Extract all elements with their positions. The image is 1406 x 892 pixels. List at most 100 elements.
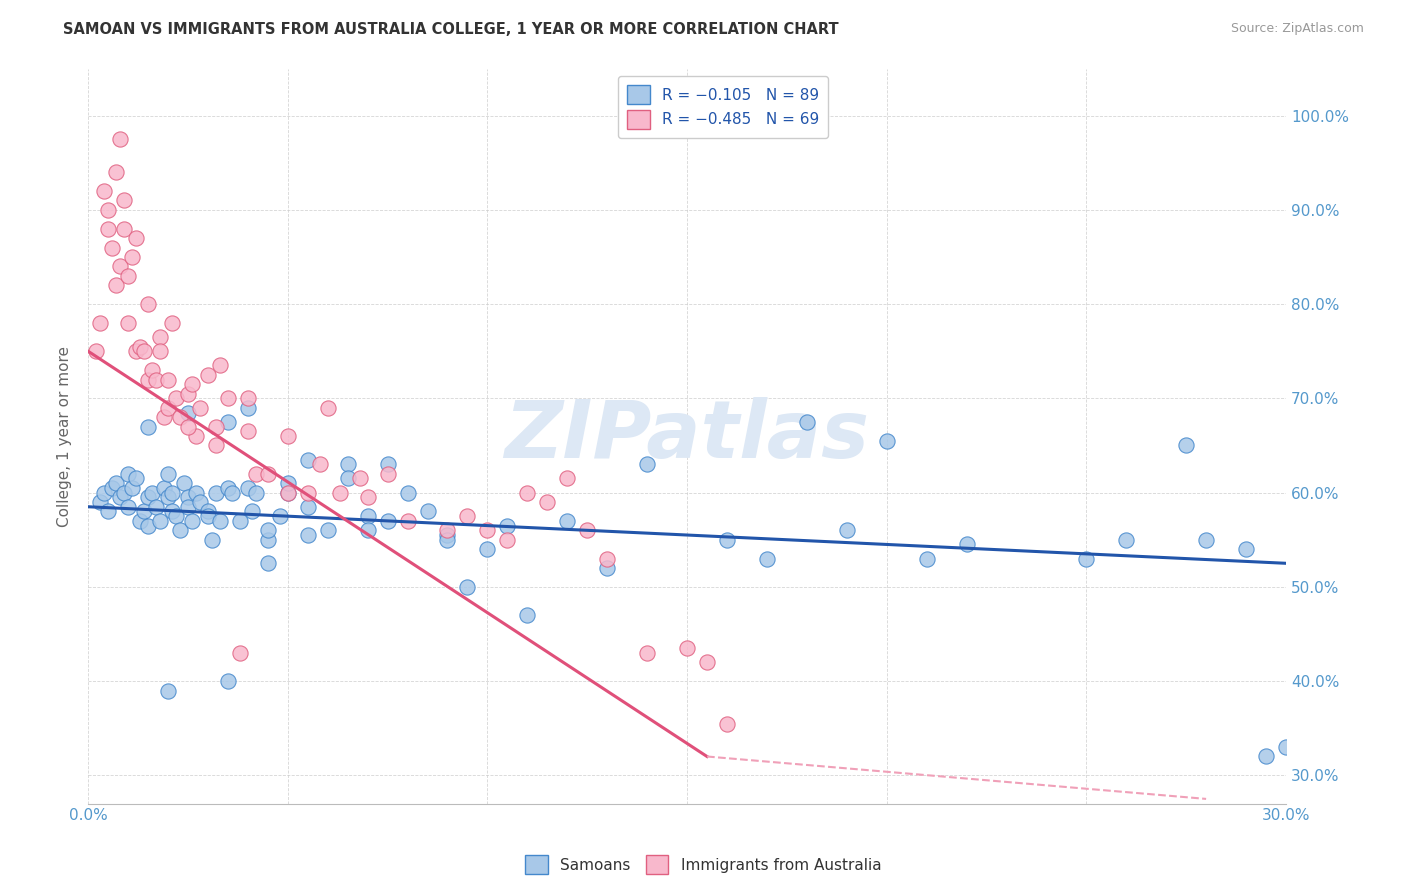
Point bbox=[105, 165, 128, 179]
Point bbox=[184, 485, 207, 500]
Point bbox=[716, 716, 738, 731]
Point bbox=[177, 386, 200, 401]
Point bbox=[177, 405, 200, 419]
Point bbox=[184, 429, 207, 443]
Point bbox=[755, 551, 778, 566]
Point bbox=[149, 344, 172, 359]
Point bbox=[208, 514, 231, 528]
Point bbox=[97, 221, 120, 235]
Point bbox=[555, 514, 578, 528]
Point bbox=[236, 425, 259, 439]
Point bbox=[596, 551, 619, 566]
Point bbox=[197, 509, 219, 524]
Point bbox=[377, 458, 399, 472]
Point bbox=[1115, 533, 1137, 547]
Legend: Samoans, Immigrants from Australia: Samoans, Immigrants from Australia bbox=[519, 849, 887, 880]
Point bbox=[153, 410, 176, 425]
Point bbox=[112, 194, 135, 208]
Point bbox=[835, 524, 858, 538]
Point bbox=[169, 410, 191, 425]
Point bbox=[217, 674, 239, 689]
Point bbox=[416, 504, 439, 518]
Point bbox=[101, 241, 124, 255]
Point bbox=[221, 485, 243, 500]
Point bbox=[188, 495, 211, 509]
Point bbox=[456, 580, 478, 594]
Point bbox=[496, 518, 519, 533]
Point bbox=[436, 524, 458, 538]
Point bbox=[316, 524, 339, 538]
Point bbox=[156, 491, 179, 505]
Point bbox=[188, 401, 211, 415]
Point bbox=[156, 683, 179, 698]
Point bbox=[955, 537, 977, 551]
Point bbox=[197, 504, 219, 518]
Point bbox=[177, 491, 200, 505]
Point bbox=[277, 429, 299, 443]
Point bbox=[396, 485, 419, 500]
Point bbox=[377, 514, 399, 528]
Point bbox=[636, 646, 658, 660]
Point bbox=[156, 401, 179, 415]
Point bbox=[125, 231, 148, 245]
Point bbox=[136, 491, 159, 505]
Point bbox=[316, 401, 339, 415]
Point bbox=[112, 221, 135, 235]
Point bbox=[160, 316, 183, 330]
Point bbox=[145, 500, 167, 514]
Point bbox=[117, 500, 139, 514]
Point bbox=[136, 518, 159, 533]
Point bbox=[197, 368, 219, 382]
Point bbox=[117, 316, 139, 330]
Point bbox=[636, 458, 658, 472]
Text: ZIPatlas: ZIPatlas bbox=[505, 397, 869, 475]
Point bbox=[1254, 749, 1277, 764]
Point bbox=[177, 419, 200, 434]
Point bbox=[156, 467, 179, 481]
Point bbox=[121, 250, 143, 264]
Point bbox=[297, 452, 319, 467]
Text: Source: ZipAtlas.com: Source: ZipAtlas.com bbox=[1230, 22, 1364, 36]
Point bbox=[149, 330, 172, 344]
Point bbox=[277, 485, 299, 500]
Point bbox=[349, 471, 371, 485]
Point bbox=[240, 504, 263, 518]
Point bbox=[160, 504, 183, 518]
Point bbox=[516, 608, 538, 623]
Legend: R = −0.105   N = 89, R = −0.485   N = 69: R = −0.105 N = 89, R = −0.485 N = 69 bbox=[617, 76, 828, 138]
Point bbox=[297, 500, 319, 514]
Point bbox=[1076, 551, 1098, 566]
Point bbox=[336, 458, 359, 472]
Point bbox=[112, 485, 135, 500]
Point bbox=[308, 458, 330, 472]
Point bbox=[108, 132, 131, 146]
Point bbox=[477, 524, 499, 538]
Point bbox=[201, 533, 224, 547]
Y-axis label: College, 1 year or more: College, 1 year or more bbox=[58, 345, 72, 526]
Point bbox=[136, 297, 159, 311]
Point bbox=[217, 481, 239, 495]
Point bbox=[336, 471, 359, 485]
Point bbox=[436, 528, 458, 542]
Point bbox=[356, 524, 378, 538]
Point bbox=[101, 481, 124, 495]
Point bbox=[516, 485, 538, 500]
Point bbox=[117, 467, 139, 481]
Point bbox=[236, 401, 259, 415]
Point bbox=[208, 359, 231, 373]
Point bbox=[245, 485, 267, 500]
Point bbox=[256, 524, 278, 538]
Point bbox=[181, 377, 204, 392]
Point bbox=[177, 500, 200, 514]
Point bbox=[156, 372, 179, 386]
Point bbox=[796, 415, 818, 429]
Point bbox=[205, 485, 228, 500]
Point bbox=[456, 509, 478, 524]
Point bbox=[229, 514, 252, 528]
Point bbox=[256, 533, 278, 547]
Point bbox=[125, 344, 148, 359]
Point bbox=[596, 561, 619, 575]
Point bbox=[129, 514, 152, 528]
Point bbox=[129, 339, 152, 353]
Point bbox=[396, 514, 419, 528]
